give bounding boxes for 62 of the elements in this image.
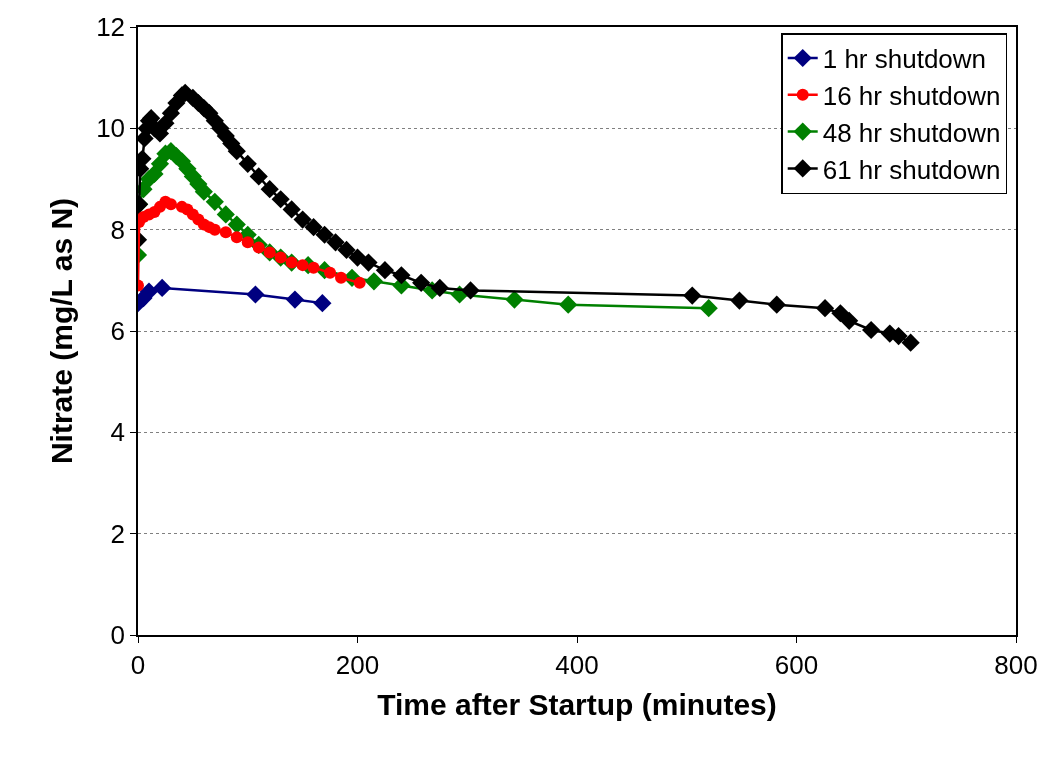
point xyxy=(840,311,859,330)
point xyxy=(862,320,881,340)
legend-label: 16 hr shutdown xyxy=(822,80,1001,111)
point xyxy=(901,333,920,352)
point xyxy=(249,167,268,186)
legend-label: 61 hr shutdown xyxy=(822,154,1001,185)
point xyxy=(271,190,290,209)
legend-label: 1 hr shutdown xyxy=(822,44,987,75)
y-tick-label: 2 xyxy=(110,518,126,549)
point xyxy=(337,240,356,260)
point xyxy=(359,253,378,272)
y-tick-label: 10 xyxy=(96,113,126,144)
point xyxy=(282,200,301,219)
point xyxy=(461,281,480,300)
y-tick-label: 12 xyxy=(96,12,126,43)
point xyxy=(683,286,702,305)
point xyxy=(307,261,320,274)
point xyxy=(412,273,431,292)
point xyxy=(767,295,786,314)
x-tick-label: 600 xyxy=(774,649,819,680)
y-tick-label: 6 xyxy=(110,316,126,347)
point xyxy=(238,154,257,173)
point xyxy=(315,225,334,244)
point xyxy=(364,272,384,291)
point xyxy=(260,180,279,199)
point xyxy=(216,205,235,224)
point xyxy=(505,290,524,309)
point xyxy=(730,291,749,310)
point xyxy=(559,295,578,314)
point xyxy=(145,164,164,184)
point xyxy=(326,233,345,252)
point xyxy=(699,299,718,318)
x-tick-label: 800 xyxy=(994,649,1038,680)
point xyxy=(205,192,224,211)
x-tick-label: 200 xyxy=(335,649,380,680)
point xyxy=(335,271,348,284)
y-tick-label: 4 xyxy=(110,417,126,448)
point xyxy=(375,261,395,280)
point xyxy=(246,285,265,304)
x-axis-title: Time after Startup (minutes) xyxy=(377,687,777,721)
point xyxy=(153,278,172,298)
point xyxy=(313,294,332,313)
point xyxy=(430,278,449,298)
point xyxy=(285,290,305,309)
point xyxy=(392,266,411,285)
x-tick-label: 0 xyxy=(130,649,146,680)
legend-label: 48 hr shutdown xyxy=(822,117,1001,148)
point xyxy=(219,226,232,239)
point xyxy=(304,218,323,237)
y-tick-label: 0 xyxy=(110,620,126,651)
point xyxy=(815,299,835,318)
x-tick-label: 400 xyxy=(555,649,599,680)
point xyxy=(227,215,246,234)
point xyxy=(227,142,246,161)
point xyxy=(241,236,254,249)
point xyxy=(230,231,243,244)
point xyxy=(293,210,312,229)
y-tick-label: 8 xyxy=(110,214,126,245)
point xyxy=(139,282,159,301)
point xyxy=(161,104,181,123)
point xyxy=(296,259,309,272)
y-axis-title: Nitrate (mg/L as N) xyxy=(44,197,78,465)
